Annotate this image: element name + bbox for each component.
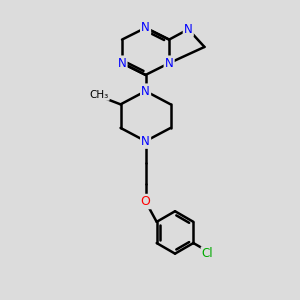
Text: N: N	[141, 85, 150, 98]
Text: Cl: Cl	[202, 248, 213, 260]
Text: N: N	[141, 135, 150, 148]
Text: N: N	[165, 57, 173, 70]
Text: N: N	[184, 23, 193, 36]
Text: O: O	[141, 195, 151, 208]
Text: N: N	[141, 21, 150, 34]
Text: N: N	[118, 57, 126, 70]
Text: CH₃: CH₃	[89, 90, 109, 100]
